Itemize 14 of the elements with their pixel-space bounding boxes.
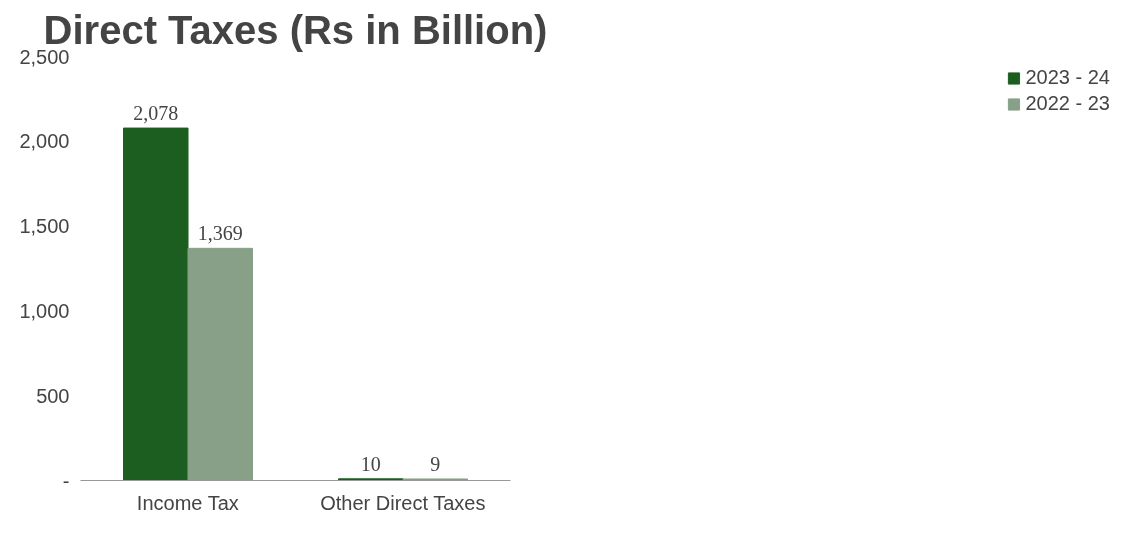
y-tick-label: 1,500 bbox=[19, 215, 70, 238]
y-tick-label: 2,000 bbox=[19, 130, 70, 153]
x-tick-label: Income Tax bbox=[136, 491, 239, 514]
y-tick-label: 2,500 bbox=[19, 45, 70, 68]
data-label: 2,078 bbox=[133, 102, 179, 125]
data-label: 9 bbox=[430, 452, 441, 475]
x-tick-label: Other Direct Taxes bbox=[320, 491, 486, 514]
data-label: 1,369 bbox=[197, 222, 243, 245]
y-tick-label: 1,000 bbox=[19, 299, 70, 322]
data-label: 10 bbox=[360, 452, 381, 475]
legend-label: 2022 - 23 bbox=[1025, 92, 1110, 115]
y-tick-label: - bbox=[62, 469, 70, 492]
legend-label: 2023 - 24 bbox=[1025, 66, 1110, 89]
y-tick-label: 500 bbox=[36, 384, 70, 407]
